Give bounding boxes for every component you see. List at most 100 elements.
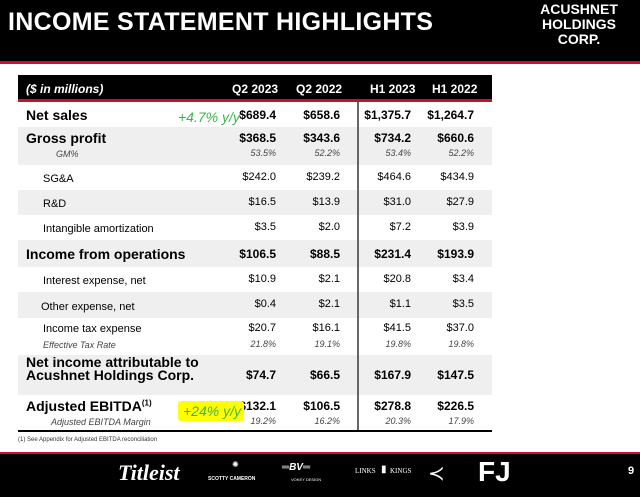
kjus-logo-icon: ≺ bbox=[428, 463, 445, 485]
net-sales-growth-annotation: +4.7% y/y bbox=[178, 109, 240, 125]
row-sub-label: Effective Tax Rate bbox=[43, 340, 116, 350]
row-label-text: Adjusted EBITDA bbox=[26, 398, 142, 414]
footjoy-logo: FJ bbox=[478, 456, 511, 487]
footer-brand-bar: Titleist SCOTTY CAMERON ✺ ═BV═ VOKEY DES… bbox=[0, 452, 640, 497]
cell-sub-value: 16.2% bbox=[314, 416, 340, 426]
cell-value: $193.9 bbox=[437, 247, 474, 261]
footnote: (1) See Appendix for Adjusted EBITDA rec… bbox=[18, 437, 158, 443]
row-label: Net sales bbox=[26, 107, 87, 123]
row-label-text: Interest expense, net bbox=[43, 275, 146, 287]
cell-sub-value: 19.8% bbox=[448, 339, 474, 349]
cell-value: $27.9 bbox=[446, 196, 474, 208]
row-label-text: R&D bbox=[43, 198, 67, 210]
cell-value: $2.1 bbox=[318, 273, 340, 285]
row-label-text: Net income attributable to Acushnet bbox=[26, 354, 199, 383]
logo-line: CORP. bbox=[557, 31, 601, 47]
cell-value: $2.1 bbox=[318, 298, 340, 310]
table-bottom-rule bbox=[18, 430, 492, 432]
table-row: Other expense, net $0.4 $2.1 $1.1 $3.5 bbox=[18, 292, 492, 318]
titleist-logo: Titleist bbox=[118, 460, 180, 485]
row-label-text: Income tax expense bbox=[43, 323, 142, 335]
vokey-design-logo: VOKEY DESIGN bbox=[291, 477, 322, 482]
cell-sub-value: 17.9% bbox=[448, 416, 474, 426]
logo-line: ACUSHNET bbox=[540, 1, 618, 17]
highlight-marker bbox=[178, 401, 244, 421]
table-row: Net income attributable to Acushnet Hold… bbox=[18, 355, 492, 395]
cell-value: $239.2 bbox=[306, 171, 340, 183]
cell-value: $16.5 bbox=[248, 196, 276, 208]
cell-value: $10.9 bbox=[248, 273, 276, 285]
cell-value: $368.5 bbox=[239, 131, 276, 145]
cell-value: $74.7 bbox=[245, 368, 276, 382]
cell-value: $278.8 bbox=[374, 399, 411, 413]
row-label: R&D bbox=[43, 196, 66, 212]
row-label: Intangible amortization bbox=[43, 221, 154, 237]
row-label-text: Income from operations bbox=[26, 246, 186, 262]
cell-value: $0.4 bbox=[254, 298, 276, 310]
cell-value: $734.2 bbox=[374, 131, 411, 145]
cell-sub-value: 19.2% bbox=[250, 416, 276, 426]
cell-value: $167.9 bbox=[374, 368, 411, 382]
cell-value: $3.4 bbox=[452, 273, 474, 285]
row-label-text: Other expense, net bbox=[41, 301, 135, 313]
col-q2-2023: Q2 2023 bbox=[232, 82, 279, 96]
row-label: Income from operations bbox=[26, 246, 185, 262]
cell-value: $1.1 bbox=[389, 298, 411, 310]
cell-value: $16.1 bbox=[312, 322, 340, 334]
col-h1-2022: H1 2022 bbox=[432, 82, 478, 96]
cell-value: $88.5 bbox=[309, 247, 340, 261]
ebitda-growth-annotation: +24% y/y bbox=[183, 403, 241, 419]
cell-sub-value: 20.3% bbox=[385, 416, 411, 426]
cell-sub-value: 52.2% bbox=[448, 148, 474, 158]
row-label: Net income attributable to Acushnet Hold… bbox=[26, 354, 231, 383]
cell-value: $689.4 bbox=[239, 108, 276, 122]
cell-value: $1,264.7 bbox=[427, 108, 474, 122]
cell-value: $20.8 bbox=[383, 273, 411, 285]
cell-value: $66.5 bbox=[309, 368, 340, 382]
col-q2-2022: Q2 2022 bbox=[296, 82, 343, 96]
column-divider bbox=[357, 102, 359, 432]
cell-sub-value: 52.2% bbox=[314, 148, 340, 158]
cell-value: $106.5 bbox=[239, 247, 276, 261]
vokey-bv-icon: ═BV═ bbox=[282, 462, 311, 473]
row-label: Other expense, net bbox=[41, 299, 135, 315]
table-row: Intangible amortization $3.5 $2.0 $7.2 $3.9 bbox=[18, 215, 492, 240]
cell-value: $242.0 bbox=[242, 171, 276, 183]
cell-value: $660.6 bbox=[437, 131, 474, 145]
scotty-cameron-icon: ✺ bbox=[232, 460, 239, 469]
table-row: Gross profit GM% $368.5 53.5% $343.6 52.2% $73… bbox=[18, 127, 492, 165]
cell-value: $434.9 bbox=[440, 171, 474, 183]
cell-value: $37.0 bbox=[446, 322, 474, 334]
logo-line: HOLDINGS bbox=[542, 16, 616, 32]
unit-label: ($ in millions) bbox=[26, 82, 104, 96]
header-bar: INCOME STATEMENT HIGHLIGHTS ACUSHNET HOL… bbox=[0, 0, 640, 64]
links-logo: LINKS bbox=[355, 467, 376, 475]
cell-value: $2.0 bbox=[318, 221, 340, 233]
table-row: Net sales $689.4 $658.6 $1,375.7 $1,264.7 bbox=[18, 103, 492, 127]
cell-value: $7.2 bbox=[389, 221, 411, 233]
cell-value: $31.0 bbox=[383, 196, 411, 208]
row-label: Interest expense, net bbox=[43, 273, 146, 289]
cell-sub-value: 53.4% bbox=[385, 148, 411, 158]
cell-value: $226.5 bbox=[437, 399, 474, 413]
cell-sub-value: 19.1% bbox=[314, 339, 340, 349]
table-row: Income from operations $106.5 $88.5 $231.4 $… bbox=[18, 240, 492, 267]
cell-value: $1,375.7 bbox=[364, 108, 411, 122]
row-label: Income tax expense bbox=[43, 321, 141, 337]
cell-value: $3.5 bbox=[452, 298, 474, 310]
cell-value: $106.5 bbox=[303, 399, 340, 413]
cell-value: $3.9 bbox=[452, 221, 474, 233]
cell-value: $20.7 bbox=[248, 322, 276, 334]
cell-value: $147.5 bbox=[437, 368, 474, 382]
page-number: 9 bbox=[628, 465, 635, 477]
cell-sub-value: 19.8% bbox=[385, 339, 411, 349]
table-header: ($ in millions) Q2 2023 Q2 2022 H1 2023 … bbox=[18, 75, 492, 102]
cell-value: $13.9 bbox=[312, 196, 340, 208]
links-kings-icon: ▮ bbox=[381, 464, 387, 475]
table-row: SG&A $242.0 $239.2 $464.6 $434.9 bbox=[18, 165, 492, 190]
acushnet-logo: ACUSHNET HOLDINGS CORP. bbox=[524, 2, 634, 47]
row-label: Adjusted EBITDA(1) bbox=[26, 398, 152, 414]
table-row: Adjusted EBITDA(1) Adjusted EBITDA Margin… bbox=[18, 395, 492, 430]
cell-value: $132.1 bbox=[239, 399, 276, 413]
kings-logo: KINGS bbox=[390, 467, 412, 475]
